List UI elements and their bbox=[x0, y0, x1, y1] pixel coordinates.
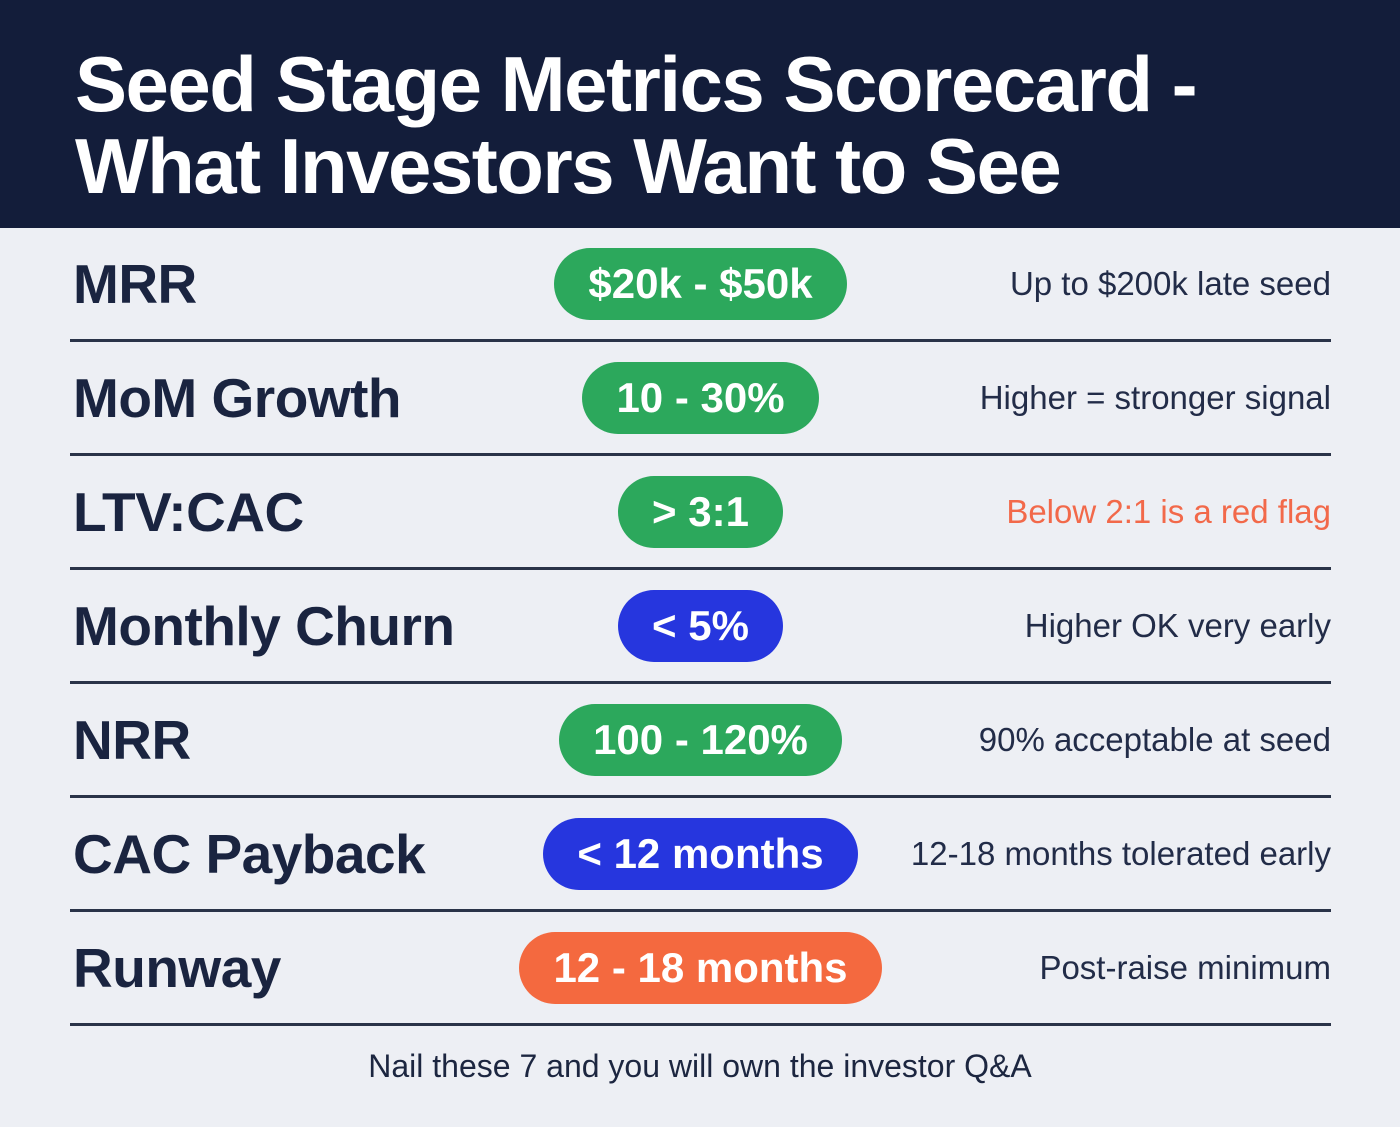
value-badge: < 12 months bbox=[543, 817, 858, 890]
table-row-ltv-cac: LTV:CAC > 3:1 Below 2:1 is a red flag bbox=[70, 456, 1331, 570]
table-row-runway: Runway 12 - 18 months Post-raise minimum bbox=[70, 912, 1331, 1026]
metric-note: Post-raise minimum bbox=[1039, 948, 1331, 986]
metric-label: Monthly Churn bbox=[73, 594, 455, 657]
table-row-monthly-churn: Monthly Churn < 5% Higher OK very early bbox=[70, 570, 1331, 684]
page-title: Seed Stage Metrics Scorecard - What Inve… bbox=[75, 40, 1360, 210]
metric-label: MoM Growth bbox=[73, 366, 401, 429]
table-row-mom-growth: MoM Growth 10 - 30% Higher = stronger si… bbox=[70, 342, 1331, 456]
metric-label: CAC Payback bbox=[73, 822, 426, 885]
table-row-cac-payback: CAC Payback < 12 months 12-18 months tol… bbox=[70, 798, 1331, 912]
page-title-line2: What Investors Want to See bbox=[75, 121, 1062, 210]
metric-note: 90% acceptable at seed bbox=[978, 720, 1331, 758]
metric-label: LTV:CAC bbox=[73, 480, 304, 543]
page-title-line1: Seed Stage Metrics Scorecard - bbox=[75, 40, 1198, 128]
metrics-table: MRR $20k - $50k Up to $200k late seed Mo… bbox=[70, 228, 1331, 1026]
metric-note: Below 2:1 is a red flag bbox=[1006, 492, 1331, 530]
value-badge: 12 - 18 months bbox=[519, 931, 882, 1004]
value-badge: 10 - 30% bbox=[582, 361, 819, 434]
value-badge: > 3:1 bbox=[618, 475, 783, 548]
value-badge: < 5% bbox=[618, 589, 783, 662]
metric-note: Higher = stronger signal bbox=[979, 378, 1331, 416]
metric-label: MRR bbox=[73, 252, 197, 315]
value-badge: 100 - 120% bbox=[559, 703, 842, 776]
metric-note: Up to $200k late seed bbox=[1009, 264, 1331, 302]
metric-note: 12-18 months tolerated early bbox=[910, 834, 1331, 872]
metric-note: Higher OK very early bbox=[1024, 606, 1331, 644]
table-row-mrr: MRR $20k - $50k Up to $200k late seed bbox=[70, 228, 1331, 342]
metric-label: NRR bbox=[73, 708, 191, 771]
header-banner: Seed Stage Metrics Scorecard - What Inve… bbox=[0, 0, 1400, 228]
table-row-nrr: NRR 100 - 120% 90% acceptable at seed bbox=[70, 684, 1331, 798]
metric-label: Runway bbox=[73, 936, 281, 999]
value-badge: $20k - $50k bbox=[554, 247, 847, 320]
footer-tagline: Nail these 7 and you will own the invest… bbox=[368, 1047, 1032, 1084]
